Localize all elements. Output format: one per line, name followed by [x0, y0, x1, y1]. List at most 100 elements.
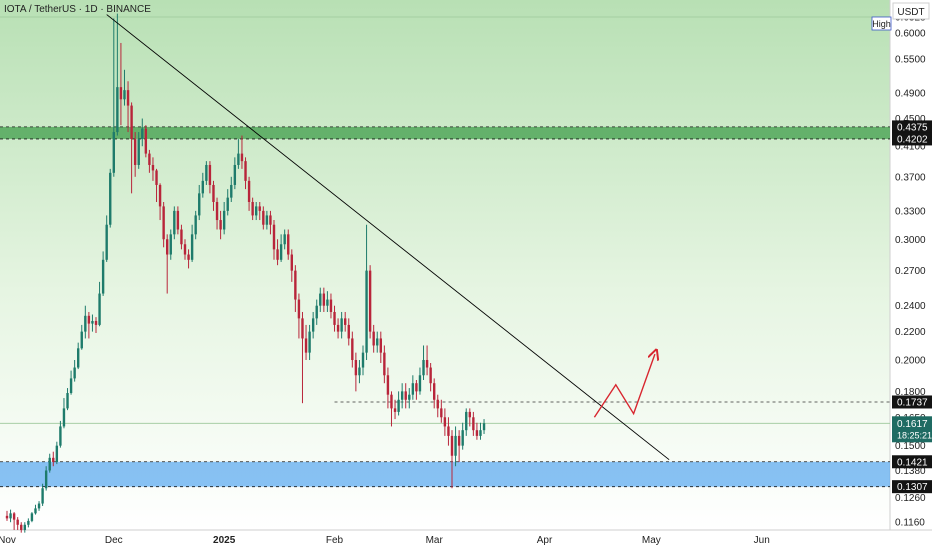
- candle-body: [176, 210, 180, 230]
- candle-body: [173, 210, 176, 235]
- candle-body: [23, 524, 26, 530]
- candle: [400, 383, 404, 409]
- price-tick-label: 0.1500: [895, 441, 926, 452]
- candle-body: [404, 391, 407, 400]
- candle-body: [208, 164, 212, 185]
- candle: [443, 408, 447, 436]
- descending-trendline: [106, 14, 670, 461]
- price-badge: [892, 480, 932, 494]
- candle: [365, 224, 368, 360]
- candle: [52, 451, 55, 467]
- candle: [433, 378, 436, 409]
- candle-body: [319, 293, 322, 306]
- candle-body: [422, 359, 425, 376]
- time-tick-label: 2025: [213, 535, 236, 546]
- candle-body: [91, 320, 94, 324]
- candle-body: [465, 411, 468, 431]
- candle-body: [365, 270, 368, 353]
- candle: [198, 184, 201, 221]
- candle: [69, 370, 73, 395]
- candle: [297, 293, 301, 339]
- candle-body: [101, 259, 105, 294]
- candle: [258, 201, 261, 221]
- candle: [62, 398, 66, 429]
- price-tick-label: 0.3300: [895, 206, 926, 217]
- candle-body: [308, 331, 311, 353]
- candle: [59, 420, 62, 448]
- candle: [465, 408, 468, 436]
- candle: [84, 305, 87, 339]
- candle: [322, 287, 326, 312]
- candle: [283, 229, 286, 250]
- price-badge: [892, 395, 932, 409]
- candle-body: [461, 430, 464, 446]
- candle-body: [368, 270, 372, 332]
- candle-body: [44, 470, 48, 489]
- projection-arrow: [593, 354, 655, 418]
- candle-body: [80, 331, 83, 349]
- candle-body: [9, 513, 12, 519]
- candle-body: [418, 375, 422, 392]
- candle-body: [472, 417, 475, 431]
- candle-body: [198, 193, 201, 216]
- candle-body: [383, 352, 386, 376]
- candle: [326, 291, 329, 312]
- candle: [418, 367, 422, 395]
- candle-body: [69, 378, 73, 394]
- candle-body: [212, 184, 215, 202]
- candle: [233, 157, 237, 190]
- candle-body: [393, 408, 397, 412]
- candle: [450, 430, 454, 489]
- high-badge: [871, 16, 892, 31]
- candle-body: [297, 299, 301, 319]
- candle: [383, 345, 386, 384]
- candle-body: [87, 315, 91, 324]
- candle: [109, 168, 112, 228]
- candle: [48, 453, 51, 473]
- candle-body: [219, 220, 222, 230]
- candle-body: [48, 457, 51, 471]
- candle: [329, 293, 333, 319]
- candle: [141, 118, 144, 147]
- candle: [119, 42, 123, 126]
- candle-body: [112, 132, 115, 173]
- time-tick-label: Jun: [754, 535, 770, 546]
- candle: [336, 318, 340, 339]
- price-tick-label: 0.4500: [895, 114, 926, 125]
- candle-body: [457, 435, 461, 446]
- candle: [219, 210, 222, 240]
- candle-body: [333, 311, 336, 325]
- candle-body: [255, 206, 258, 216]
- candle: [230, 176, 233, 202]
- candle: [37, 501, 41, 511]
- candle-body: [137, 139, 140, 165]
- currency-label: USDT: [897, 7, 924, 18]
- candle: [415, 380, 418, 400]
- candle: [144, 125, 148, 158]
- candle: [251, 197, 254, 221]
- candle: [340, 311, 343, 339]
- candle-body: [361, 352, 365, 368]
- candle-body: [201, 180, 204, 194]
- candle: [347, 318, 350, 346]
- candle: [301, 311, 304, 404]
- candle-body: [269, 215, 272, 225]
- candle-body: [222, 210, 226, 230]
- candle-body: [155, 170, 158, 185]
- candle-body: [27, 520, 30, 525]
- price-tick-label: 0.6000: [895, 28, 926, 39]
- price-badge-label: 0.4202: [897, 134, 928, 145]
- candle: [393, 399, 397, 420]
- candle: [101, 251, 105, 296]
- candle-body: [425, 359, 429, 368]
- currency-box[interactable]: [892, 2, 930, 20]
- candle-body: [16, 519, 19, 525]
- candle: [411, 375, 415, 400]
- candle-body: [55, 445, 59, 462]
- candle-body: [66, 393, 69, 409]
- candle-body: [126, 90, 130, 106]
- candle-body: [351, 338, 354, 360]
- candle-body: [262, 210, 265, 225]
- candle-body: [94, 320, 98, 325]
